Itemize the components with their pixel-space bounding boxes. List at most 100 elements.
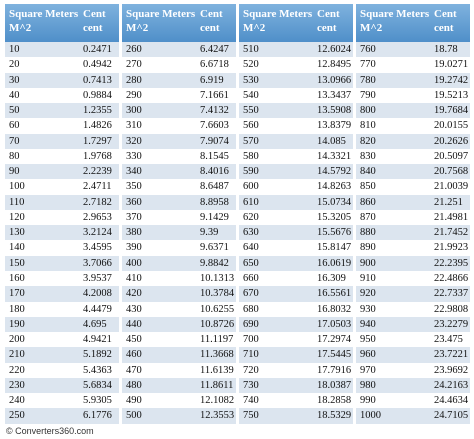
table-row: 860 21.251 xyxy=(356,194,470,210)
table-row: 900 22.2395 xyxy=(356,255,470,271)
table-row: 620 15.3205 xyxy=(239,210,353,225)
table-cell: 1.9768 xyxy=(83,150,112,162)
table-cell: 940 xyxy=(360,318,376,330)
table-row: 630 15.5676 xyxy=(239,225,353,241)
table-cell: 6.919 xyxy=(200,74,224,86)
table-cell: 400 xyxy=(126,257,142,269)
table-row: 450 11.1197 xyxy=(122,332,236,347)
table-cell: 5.4363 xyxy=(83,364,112,376)
table-cell: 16.0619 xyxy=(317,257,352,269)
table-cell: 720 xyxy=(243,364,259,376)
table-row: 730 18.0387 xyxy=(239,377,353,394)
table-row: 490 12.1082 xyxy=(122,393,236,408)
table-row: 520 12.8495 xyxy=(239,57,353,72)
table-cell: 20.7568 xyxy=(434,166,469,178)
table-cell: 250 xyxy=(9,410,25,422)
table-row: 170 4.2008 xyxy=(5,286,119,302)
table-row: 750 18.5329 xyxy=(239,408,353,424)
table-row: 150 3.7066 xyxy=(5,255,119,271)
table-row: 500 12.3553 xyxy=(122,408,236,424)
table-cell: 18.2858 xyxy=(317,395,352,407)
table-cell: 450 xyxy=(126,334,142,346)
table-cell: 820 xyxy=(360,135,376,147)
table-cell: 60 xyxy=(9,120,20,132)
table-cell: 530 xyxy=(243,74,259,86)
table-row: 70 1.7297 xyxy=(5,133,119,149)
table-cell: 920 xyxy=(360,288,376,300)
table-row: 350 8.6487 xyxy=(122,179,236,194)
table-cell: 690 xyxy=(243,318,259,330)
table-row: 30 0.7413 xyxy=(5,72,119,88)
table-cell: 200 xyxy=(9,334,25,346)
table-cell: 110 xyxy=(9,196,25,208)
table-row: 110 2.7182 xyxy=(5,194,119,210)
table-cell: 80 xyxy=(9,150,20,162)
table-cell: 790 xyxy=(360,89,376,101)
table-row: 190 4.695 xyxy=(5,316,119,333)
table-cell: 15.0734 xyxy=(317,196,352,208)
table-cell: 4.695 xyxy=(83,318,107,330)
table-row: 380 9.39 xyxy=(122,225,236,241)
table-cell: 16.5561 xyxy=(317,288,352,300)
table-cell: 910 xyxy=(360,272,376,284)
table-cell: 9.8842 xyxy=(200,257,229,269)
table-cell: 7.6603 xyxy=(200,120,229,132)
table-cell: 1000 xyxy=(360,410,381,422)
table-cell: 810 xyxy=(360,120,376,132)
table-cell: 760 xyxy=(360,44,376,55)
table-cell: 24.4634 xyxy=(434,395,469,407)
table-cell: 0.2471 xyxy=(83,44,112,55)
table-row: 90 2.2239 xyxy=(5,164,119,180)
table-row: 40 0.9884 xyxy=(5,88,119,103)
table-cell: 20 xyxy=(9,59,20,71)
table-cell: 350 xyxy=(126,181,142,193)
table-cell: 6.4247 xyxy=(200,44,229,55)
table-row: 590 14.5792 xyxy=(239,164,353,180)
table-row: 80 1.9768 xyxy=(5,149,119,164)
table-row: 560 13.8379 xyxy=(239,118,353,133)
table-row: 980 24.2163 xyxy=(356,377,470,394)
table-row: 770 19.0271 xyxy=(356,57,470,72)
table-cell: 4.9421 xyxy=(83,334,112,346)
table-body: 760 18.78 770 19.0271 780 19.2742 790 19.5213 80… xyxy=(356,42,470,424)
table-row: 250 6.1776 xyxy=(5,408,119,424)
table-cell: 990 xyxy=(360,395,376,407)
table-cell: 0.9884 xyxy=(83,89,112,101)
table-cell: 310 xyxy=(126,120,142,132)
header-cell: Square Meters M^2 xyxy=(9,8,79,34)
table-cell: 500 xyxy=(126,410,142,422)
table-cell: 590 xyxy=(243,166,259,178)
table-cell: 6.6718 xyxy=(200,59,229,71)
table-row: 790 19.5213 xyxy=(356,88,470,103)
table-row: 440 10.8726 xyxy=(122,316,236,333)
table-cell: 570 xyxy=(243,135,259,147)
table-cell: 70 xyxy=(9,135,20,147)
table-cell: 8.1545 xyxy=(200,150,229,162)
table-cell: 800 xyxy=(360,105,376,117)
table-cell: 18.0387 xyxy=(317,379,352,391)
table-cell: 670 xyxy=(243,288,259,300)
table-row: 300 7.4132 xyxy=(122,103,236,119)
table-row: 840 20.7568 xyxy=(356,164,470,180)
table-cell: 9.39 xyxy=(200,227,219,239)
table-cell: 21.9923 xyxy=(434,242,469,254)
table-cell: 13.3437 xyxy=(317,89,352,101)
table-cell: 390 xyxy=(126,242,142,254)
table-cell: 0.7413 xyxy=(83,74,112,86)
table-cell: 19.0271 xyxy=(434,59,469,71)
table-cell: 430 xyxy=(126,303,142,315)
table-cell: 950 xyxy=(360,334,376,346)
table-cell: 1.2355 xyxy=(83,105,112,117)
table-row: 280 6.919 xyxy=(122,72,236,88)
header-cell: Cent cent xyxy=(434,8,457,34)
table-cell: 12.3553 xyxy=(200,410,235,422)
table-cell: 8.8958 xyxy=(200,196,229,208)
table-cell: 930 xyxy=(360,303,376,315)
table-cell: 11.1197 xyxy=(200,334,234,346)
table-cell: 4.4479 xyxy=(83,303,112,315)
table-row: 340 8.4016 xyxy=(122,164,236,180)
table-cell: 460 xyxy=(126,349,142,361)
table-row: 230 5.6834 xyxy=(5,377,119,394)
table-row: 160 3.9537 xyxy=(5,271,119,286)
table-row: 550 13.5908 xyxy=(239,103,353,119)
